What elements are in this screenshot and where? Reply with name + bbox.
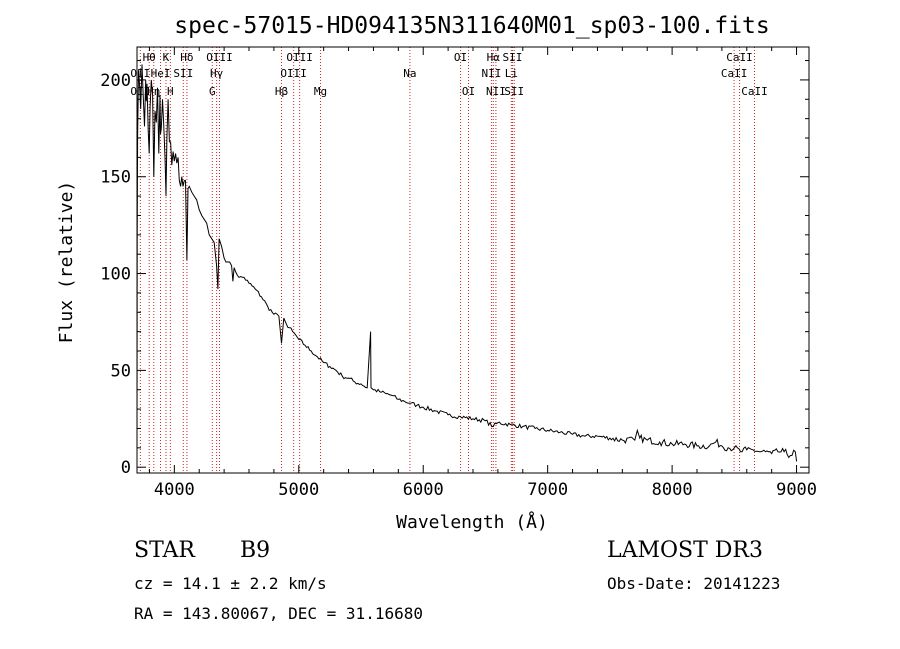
marker-label-18: OI <box>462 85 475 98</box>
marker-label-3: Hη <box>147 85 160 98</box>
marker-label-13: OIII <box>286 51 313 64</box>
marker-label-25: CaII <box>726 51 753 64</box>
marker-label-14: OIII <box>280 67 307 80</box>
x-tick-label-8000: 8000 <box>652 480 693 500</box>
marker-label-19: Hα <box>487 51 501 64</box>
marker-label-10: Hγ <box>210 67 224 80</box>
y-axis: 0 50 100 150 200 <box>100 60 809 478</box>
y-tick-label-0: 0 <box>121 458 131 478</box>
marker-label-20: NII <box>481 67 501 80</box>
marker-label-23: Li <box>505 67 518 80</box>
marker-label-1: OII <box>130 67 150 80</box>
object-class: STAR <box>134 538 195 563</box>
marker-label-12: Hβ <box>275 85 289 98</box>
y-tick-label-50: 50 <box>111 361 131 381</box>
x-tick-label-5000: 5000 <box>278 480 319 500</box>
marker-label-9: OIII <box>206 51 233 64</box>
marker-label-5: K <box>163 51 170 64</box>
spectral-line-markers <box>139 47 755 473</box>
survey-name: LAMOST DR3 <box>607 538 763 563</box>
marker-label-26: CaII <box>721 67 748 80</box>
marker-label-6: H <box>167 85 174 98</box>
marker-label-22: SII <box>503 51 523 64</box>
y-tick-label-100: 100 <box>100 265 131 285</box>
redshift-value: cz = 14.1 ± 2.2 km/s <box>134 574 327 593</box>
plot-frame <box>136 46 810 474</box>
x-axis: 4000 5000 6000 7000 8000 9000 <box>148 47 817 500</box>
object-subclass: B9 <box>240 538 271 563</box>
marker-label-11: G <box>209 85 216 98</box>
spectrum-line <box>136 64 798 462</box>
marker-label-8: SII <box>173 67 193 80</box>
x-tick-label-4000: 4000 <box>154 480 195 500</box>
marker-label-21: NII <box>486 85 506 98</box>
marker-label-16: Na <box>403 67 416 80</box>
y-tick-label-150: 150 <box>100 168 131 188</box>
marker-label-4: HeI <box>151 67 171 80</box>
y-axis-label: Flux (relative) <box>56 181 77 344</box>
x-axis-label: Wavelength (Å) <box>396 511 548 533</box>
spectrum-plot: spec-57015-HD094135N311640M01_sp03-100.f… <box>56 13 817 533</box>
marker-label-17: OI <box>454 51 467 64</box>
y-tick-label-200: 200 <box>100 71 131 91</box>
marker-label-24: SII <box>504 85 524 98</box>
chart-title: spec-57015-HD094135N311640M01_sp03-100.f… <box>174 13 769 39</box>
marker-label-0: Hθ <box>143 51 156 64</box>
marker-label-27: CaII <box>741 85 768 98</box>
observation-date: Obs-Date: 20141223 <box>607 574 781 593</box>
coordinates: RA = 143.80067, DEC = 31.16680 <box>134 604 423 623</box>
marker-label-15: Mg <box>314 85 327 98</box>
x-tick-label-6000: 6000 <box>403 480 444 500</box>
marker-label-7: Hδ <box>180 51 193 64</box>
x-tick-label-9000: 9000 <box>776 480 817 500</box>
x-tick-label-7000: 7000 <box>527 480 568 500</box>
